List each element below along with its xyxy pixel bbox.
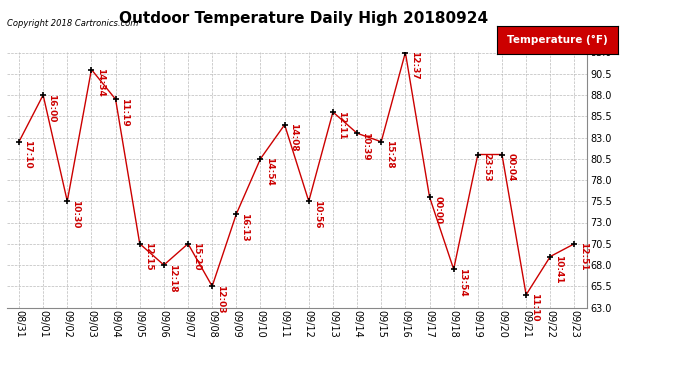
Text: 12:03: 12:03 [217, 285, 226, 314]
Text: 10:30: 10:30 [72, 200, 81, 228]
Text: 13:54: 13:54 [458, 268, 467, 297]
Text: 16:13: 16:13 [241, 213, 250, 241]
Text: 14:08: 14:08 [289, 123, 298, 152]
Text: 11:10: 11:10 [531, 293, 540, 322]
Text: Outdoor Temperature Daily High 20180924: Outdoor Temperature Daily High 20180924 [119, 11, 488, 26]
Text: Temperature (°F): Temperature (°F) [506, 35, 608, 45]
Text: 10:39: 10:39 [362, 132, 371, 160]
Text: 12:51: 12:51 [579, 242, 588, 271]
Text: 12:15: 12:15 [144, 242, 153, 271]
Text: 12:11: 12:11 [337, 111, 346, 139]
Text: 12:37: 12:37 [410, 51, 419, 80]
Text: 10:41: 10:41 [555, 255, 564, 284]
Text: Copyright 2018 Cartronics.com: Copyright 2018 Cartronics.com [7, 20, 138, 28]
Text: 14:54: 14:54 [265, 158, 274, 186]
Text: 00:00: 00:00 [434, 196, 443, 224]
Text: 15:28: 15:28 [386, 140, 395, 169]
Text: 00:04: 00:04 [506, 153, 515, 182]
Text: 11:19: 11:19 [120, 98, 129, 127]
Text: 12:18: 12:18 [168, 264, 177, 292]
Text: 16:00: 16:00 [48, 94, 57, 122]
Text: 10:56: 10:56 [313, 200, 322, 228]
Text: 15:20: 15:20 [193, 242, 201, 271]
Text: 17:10: 17:10 [23, 140, 32, 169]
Text: 23:53: 23:53 [482, 153, 491, 182]
Text: 14:34: 14:34 [96, 68, 105, 97]
